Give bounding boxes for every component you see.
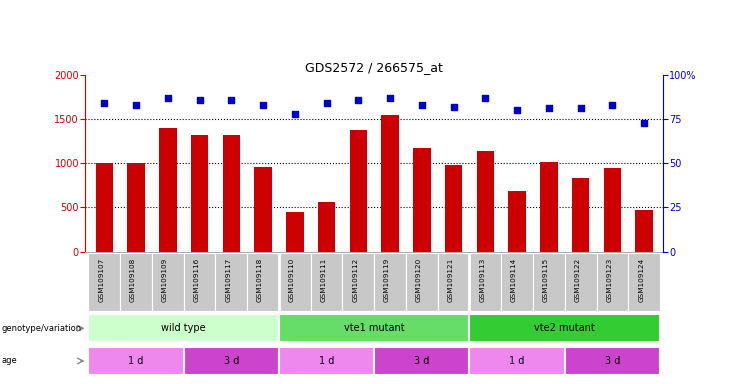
Bar (438, 253, 470, 311)
Bar (413, 148, 431, 252)
Bar (572, 178, 589, 252)
Text: wild type: wild type (162, 323, 206, 333)
Point (543, 105, 555, 111)
Text: GSM109119: GSM109119 (384, 258, 390, 302)
Bar (406, 253, 438, 311)
Bar (222, 135, 240, 252)
Bar (470, 314, 660, 343)
Point (448, 104, 459, 110)
Bar (88, 253, 120, 311)
Bar (374, 253, 406, 311)
Bar (636, 210, 653, 252)
Bar (310, 253, 342, 311)
Text: GSM109123: GSM109123 (606, 258, 612, 302)
Text: vte2 mutant: vte2 mutant (534, 323, 595, 333)
Text: GSM109109: GSM109109 (162, 258, 167, 302)
Bar (604, 167, 621, 252)
Text: genotype/variation: genotype/variation (1, 324, 82, 333)
Bar (88, 314, 279, 343)
Point (384, 95, 396, 101)
Text: GSM109112: GSM109112 (352, 258, 359, 302)
Point (353, 96, 365, 103)
Bar (501, 253, 533, 311)
Bar (96, 163, 113, 252)
Bar (445, 165, 462, 252)
Bar (120, 253, 152, 311)
Bar (382, 115, 399, 252)
Text: GSM109111: GSM109111 (321, 258, 327, 302)
Bar (470, 347, 565, 375)
Point (638, 119, 650, 126)
Bar (342, 253, 374, 311)
Text: 1 d: 1 d (128, 356, 144, 366)
Point (99, 100, 110, 106)
Text: GSM109115: GSM109115 (543, 258, 549, 302)
Text: GSM109116: GSM109116 (193, 258, 199, 302)
Bar (470, 253, 501, 311)
Point (193, 96, 205, 103)
Text: 3 d: 3 d (414, 356, 430, 366)
Bar (279, 314, 470, 343)
Bar (247, 253, 279, 311)
Text: GSM109107: GSM109107 (99, 258, 104, 302)
Text: 1 d: 1 d (319, 356, 334, 366)
Bar (286, 212, 304, 252)
Bar (159, 128, 176, 252)
Bar (279, 253, 310, 311)
Text: GSM109114: GSM109114 (511, 258, 517, 302)
Point (257, 102, 269, 108)
Bar (508, 192, 526, 252)
Point (606, 102, 618, 108)
Point (289, 111, 301, 117)
Bar (565, 347, 660, 375)
Bar (184, 347, 279, 375)
Point (416, 102, 428, 108)
Text: 1 d: 1 d (509, 356, 525, 366)
Bar (374, 347, 470, 375)
Bar (127, 163, 144, 252)
Point (479, 95, 491, 101)
Bar (565, 253, 597, 311)
Text: 3 d: 3 d (605, 356, 620, 366)
Bar (628, 253, 660, 311)
Point (130, 102, 142, 108)
Point (225, 96, 237, 103)
Point (321, 100, 333, 106)
Bar (184, 253, 216, 311)
Point (575, 105, 587, 111)
Text: GSM109120: GSM109120 (416, 258, 422, 302)
Text: vte1 mutant: vte1 mutant (344, 323, 405, 333)
Bar (540, 162, 557, 252)
Text: GSM109122: GSM109122 (574, 258, 581, 302)
Text: GSM109108: GSM109108 (130, 258, 136, 302)
Bar (254, 167, 272, 252)
Bar (318, 202, 335, 252)
Text: age: age (1, 356, 17, 366)
Text: GSM109121: GSM109121 (448, 258, 453, 302)
Title: GDS2572 / 266575_at: GDS2572 / 266575_at (305, 61, 443, 74)
Text: GSM109117: GSM109117 (225, 258, 231, 302)
Text: GSM109118: GSM109118 (257, 258, 263, 302)
Bar (350, 130, 367, 252)
Text: GSM109110: GSM109110 (289, 258, 295, 302)
Point (511, 107, 523, 113)
Text: 3 d: 3 d (224, 356, 239, 366)
Bar (533, 253, 565, 311)
Bar (152, 253, 184, 311)
Bar (88, 347, 184, 375)
Bar (191, 135, 208, 252)
Bar (216, 253, 247, 311)
Bar (279, 347, 374, 375)
Bar (476, 151, 494, 252)
Point (162, 95, 173, 101)
Text: GSM109113: GSM109113 (479, 258, 485, 302)
Text: GSM109124: GSM109124 (638, 258, 644, 302)
Bar (597, 253, 628, 311)
